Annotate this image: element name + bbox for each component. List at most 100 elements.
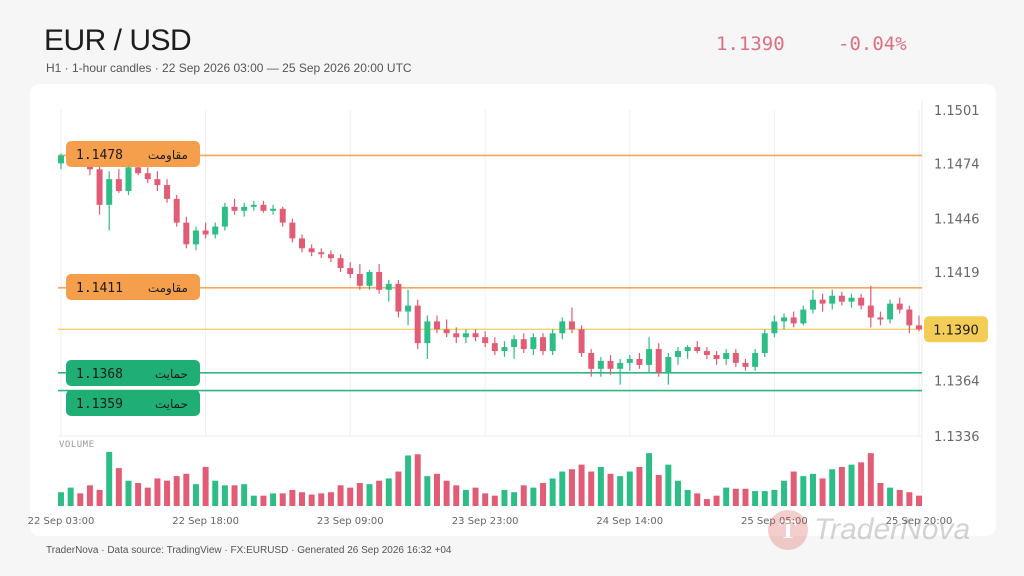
volume-bar: [809, 473, 816, 506]
volume-bar: [115, 468, 122, 506]
volume-bar: [694, 493, 701, 506]
candle-body: [135, 167, 142, 174]
volume-bar: [414, 454, 421, 506]
candle-body: [675, 351, 681, 357]
candle-body: [877, 317, 884, 320]
candle-body: [318, 252, 325, 255]
volume-bar: [491, 495, 498, 506]
volume-bar: [511, 492, 518, 506]
candle-body: [491, 343, 498, 352]
candle-body: [809, 299, 816, 310]
page-title: EUR / USD: [44, 24, 192, 57]
y-tick-label: 1.1419: [934, 266, 980, 281]
volume-bar: [135, 483, 142, 506]
x-tick-label: 22 Sep 18:00: [172, 516, 239, 527]
volume-bar: [376, 480, 383, 506]
candle-body: [183, 222, 190, 245]
candle-body: [154, 179, 161, 186]
candle-body: [723, 353, 730, 359]
volume-bar: [723, 487, 730, 506]
level-value: 1.1478: [76, 148, 123, 163]
volume-bar: [867, 453, 874, 506]
candle-body: [626, 358, 633, 363]
level-label: حمایت: [155, 397, 188, 411]
watermark: T TraderNova: [768, 510, 970, 550]
candle-body: [308, 248, 315, 253]
volume-bar: [896, 489, 903, 506]
y-tick-label: 1.1501: [934, 104, 980, 119]
candle-body: [58, 155, 64, 164]
y-tick-label: 1.1446: [934, 213, 980, 228]
volume-bar: [58, 492, 64, 506]
volume-bar: [289, 489, 296, 506]
candle-body: [665, 356, 672, 373]
volume-bar: [578, 464, 585, 506]
support-badge: [66, 390, 200, 416]
volume-bar: [453, 485, 460, 506]
volume-bar: [318, 493, 325, 506]
candle-body: [800, 309, 807, 324]
candle-body: [279, 208, 286, 223]
volume-bar: [241, 484, 248, 506]
candle-body: [540, 337, 547, 352]
candle-body: [433, 321, 440, 330]
volume-bar: [164, 480, 171, 506]
candle-body: [241, 206, 248, 211]
candle-body: [173, 198, 180, 223]
watermark-text: TraderNova: [814, 513, 971, 546]
level-badges: 1.1478 مقاومت 1.1411 مقاومت 1.1368 حمایت 1.135…: [66, 141, 988, 416]
candle-body: [356, 273, 363, 286]
candle-body: [337, 258, 344, 269]
candle-body: [96, 169, 103, 205]
candle-body: [848, 297, 855, 302]
volume-bar: [858, 462, 865, 506]
volume-bar: [405, 455, 412, 506]
level-label: حمایت: [155, 367, 188, 381]
volume-bar: [77, 493, 84, 506]
candle-body: [472, 333, 479, 338]
volume-bar: [906, 492, 913, 506]
candle-body: [761, 333, 768, 354]
x-tick-label: 24 Sep 14:00: [596, 516, 663, 527]
volume-bar: [665, 464, 672, 506]
candle-body: [212, 226, 219, 235]
candle-body: [916, 325, 922, 330]
candle-body: [424, 321, 431, 344]
volume-bar: [675, 480, 681, 506]
volume-bar: [617, 476, 624, 506]
volume-bar: [299, 492, 305, 506]
candle-body: [703, 351, 710, 355]
volume-bar: [588, 471, 595, 506]
level-label: مقاومت: [148, 281, 188, 296]
candle-body: [838, 295, 845, 302]
volume-bar: [86, 485, 93, 506]
level-label: مقاومت: [148, 148, 188, 163]
candle-body: [482, 337, 489, 344]
volume-bar: [279, 493, 286, 506]
volume-bar: [221, 485, 228, 506]
candle-body: [588, 353, 595, 369]
candle-body: [270, 208, 277, 211]
volume-bar: [684, 489, 691, 506]
volume-bar: [347, 487, 354, 506]
volume-bar: [424, 476, 431, 506]
candle-body: [462, 333, 469, 338]
candle-body: [453, 333, 460, 338]
candle-body: [568, 321, 575, 330]
volume-bar: [482, 493, 489, 506]
candle-body: [559, 321, 566, 334]
volume-bar: [192, 484, 199, 506]
volume-bar: [96, 489, 103, 506]
candle-body: [684, 347, 691, 352]
candle-body: [299, 238, 305, 249]
candle-body: [106, 179, 113, 205]
candle-body: [395, 283, 402, 312]
volume-bar: [106, 452, 113, 506]
volume-bar: [501, 489, 508, 506]
volume-bar: [202, 466, 209, 506]
level-value: 1.1411: [76, 281, 123, 296]
candle-body: [781, 317, 788, 322]
candle-body: [636, 358, 643, 365]
candle-body: [713, 354, 720, 359]
